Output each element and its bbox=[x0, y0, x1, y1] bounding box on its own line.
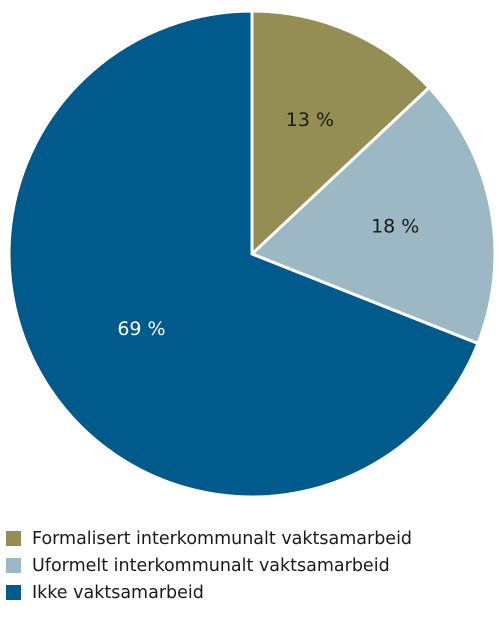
legend-swatch bbox=[6, 558, 21, 573]
legend-label: Formalisert interkommunalt vaktsamarbeid bbox=[32, 528, 413, 549]
legend-swatch bbox=[6, 585, 21, 600]
legend: Formalisert interkommunalt vaktsamarbeid… bbox=[6, 525, 412, 606]
legend-swatch bbox=[6, 531, 21, 546]
pie-data-label: 18 % bbox=[371, 216, 419, 238]
legend-item: Uformelt interkommunalt vaktsamarbeid bbox=[6, 552, 412, 579]
pie-data-label: 69 % bbox=[117, 318, 165, 340]
legend-label: Uformelt interkommunalt vaktsamarbeid bbox=[32, 555, 390, 576]
legend-item: Ikke vaktsamarbeid bbox=[6, 579, 412, 606]
legend-label: Ikke vaktsamarbeid bbox=[32, 582, 204, 603]
pie-slices bbox=[7, 9, 497, 499]
pie-data-labels: 13 % 18 % 69 % bbox=[117, 109, 419, 340]
pie-chart: 13 % 18 % 69 % bbox=[7, 9, 497, 499]
legend-item: Formalisert interkommunalt vaktsamarbeid bbox=[6, 525, 412, 552]
pie-slice bbox=[250, 9, 431, 256]
pie-slice bbox=[7, 9, 480, 499]
pie-slice bbox=[250, 86, 497, 345]
pie-data-label: 13 % bbox=[286, 109, 334, 131]
